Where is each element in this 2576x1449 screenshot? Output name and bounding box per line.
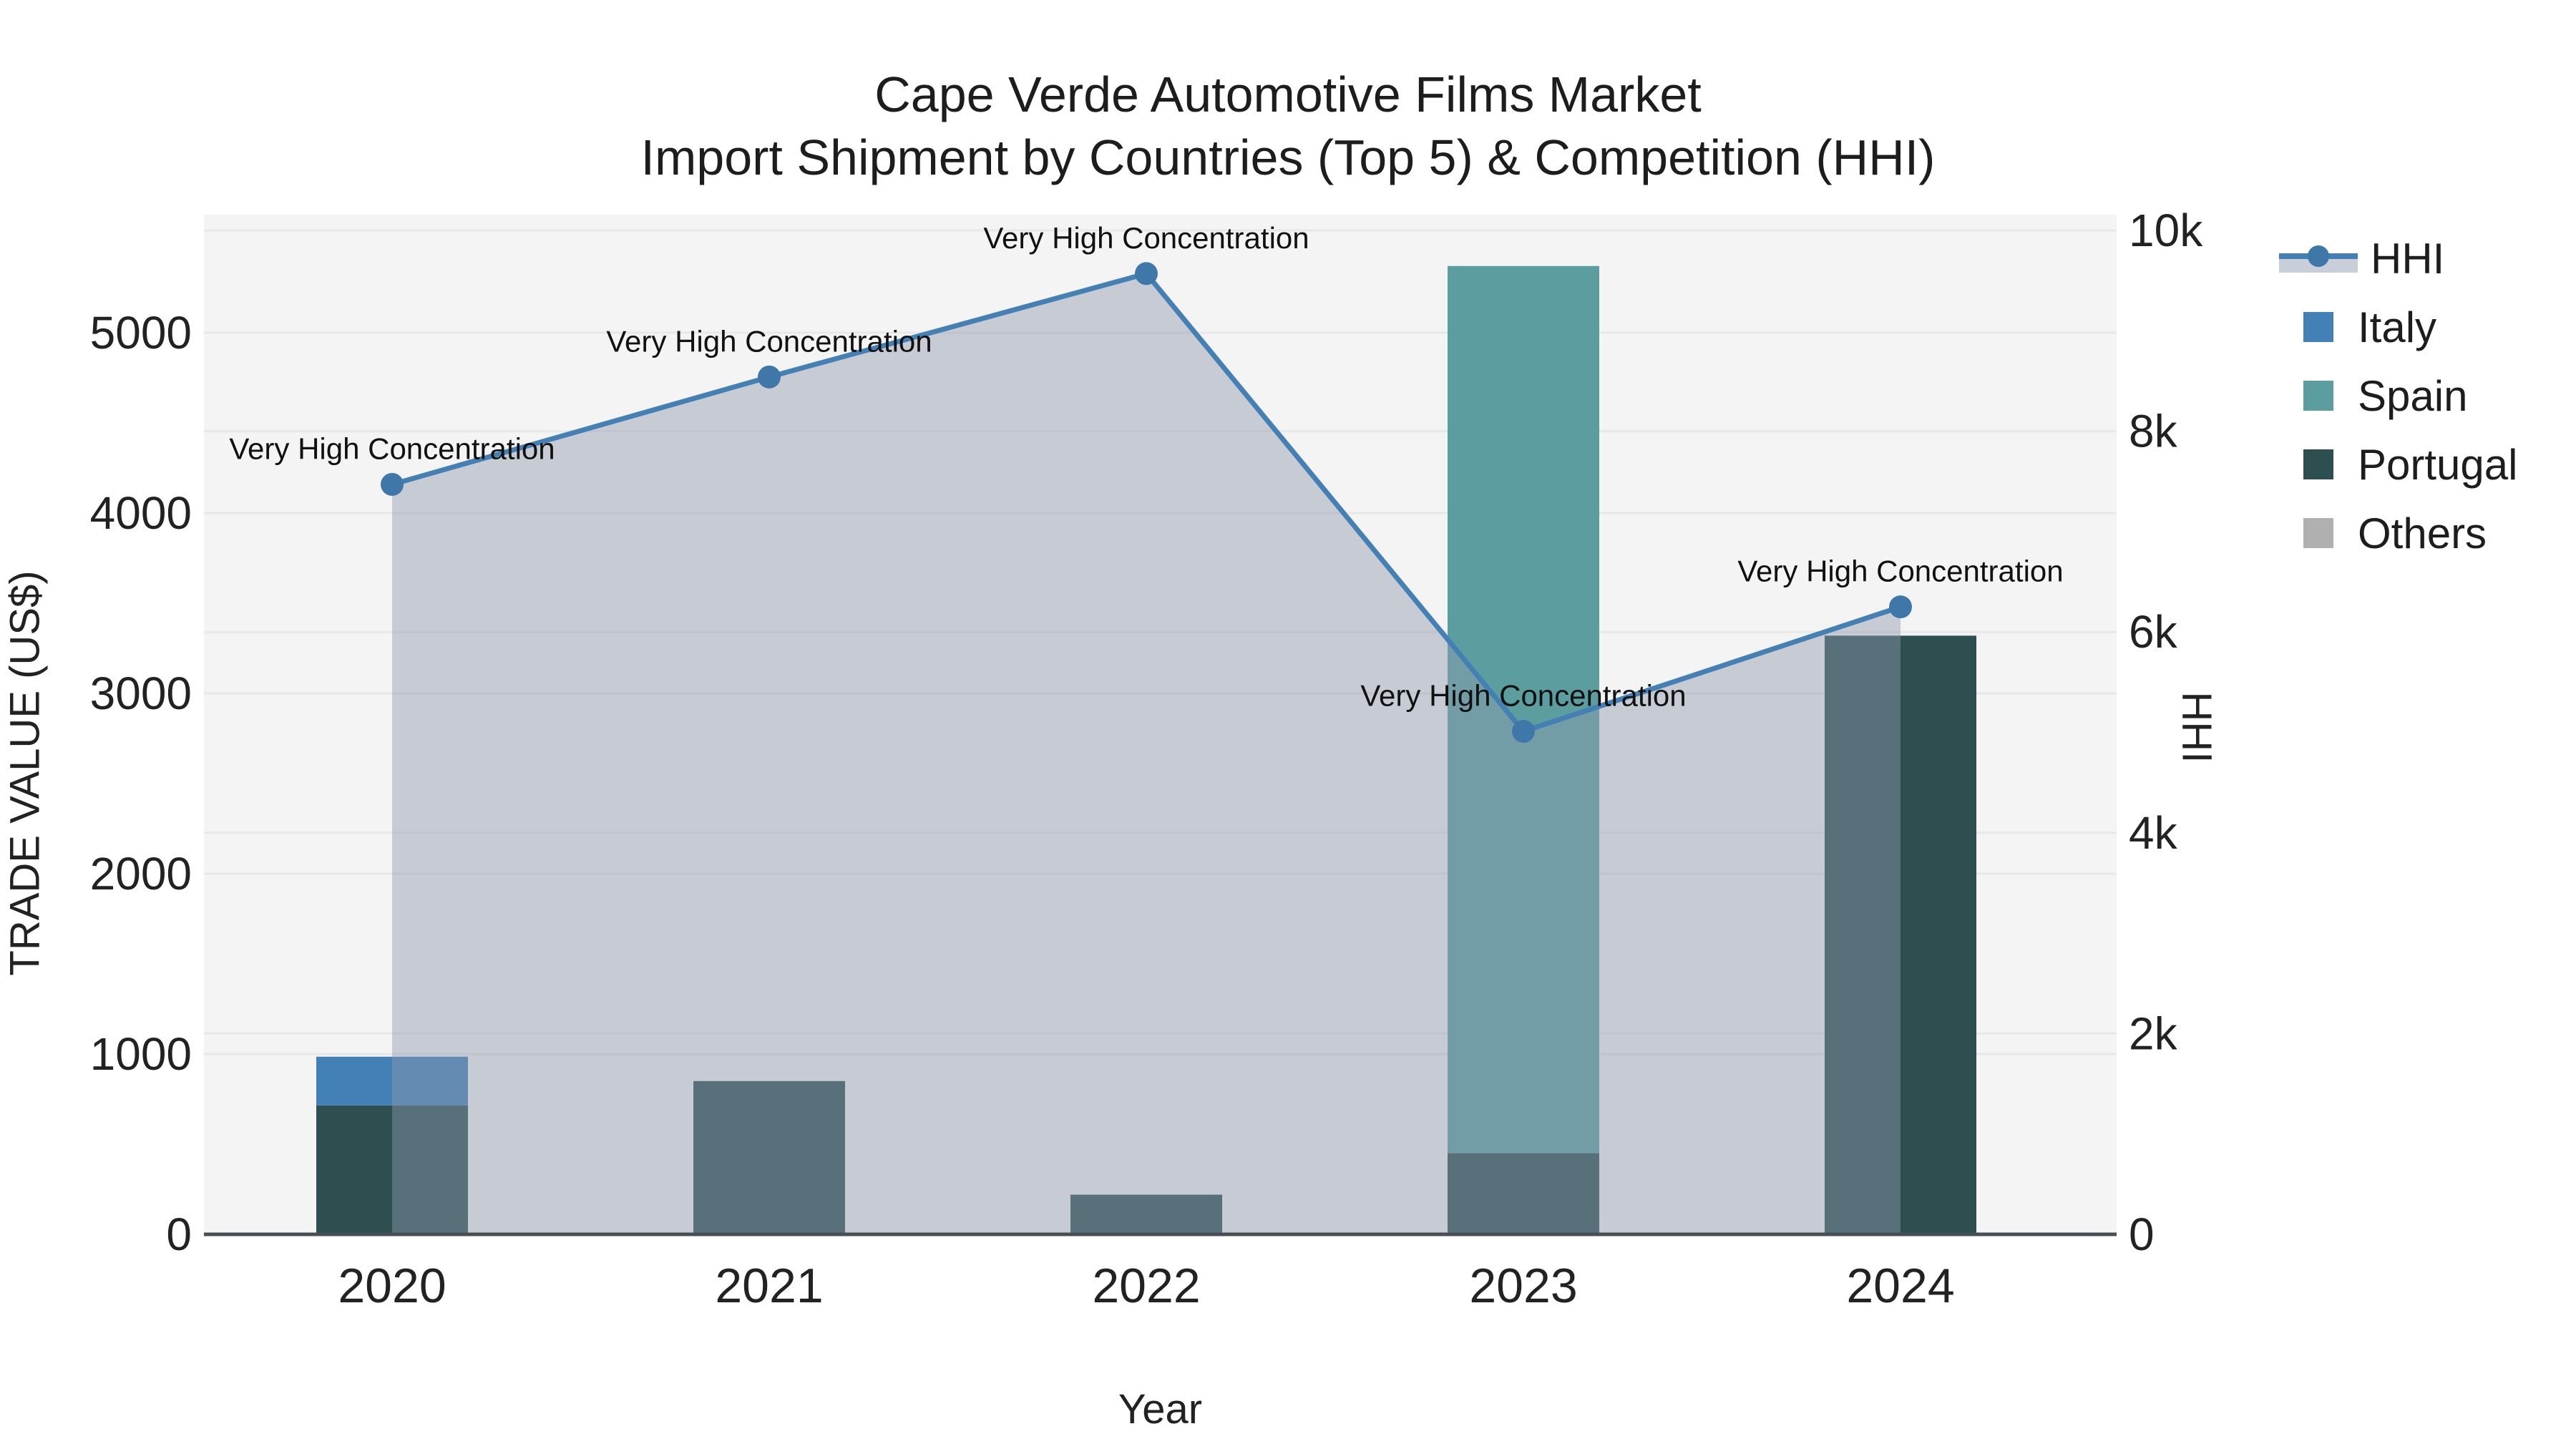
- legend-label: Portugal: [2358, 440, 2518, 489]
- y-right-tick-8k: 8k: [2129, 406, 2178, 457]
- legend-label: Italy: [2358, 303, 2437, 351]
- hhi-marker-2023: [1512, 720, 1535, 743]
- annotation-2020: Very High Concentration: [229, 431, 555, 465]
- annotation-2023: Very High Concentration: [1360, 679, 1686, 713]
- bar-segment-portugal-2020: [316, 1105, 468, 1234]
- annotation-2021: Very High Concentration: [606, 324, 932, 358]
- hhi-line-marker-icon: [2279, 243, 2358, 274]
- y-right-tick-6k: 6k: [2129, 606, 2178, 658]
- hhi-marker-2024: [1889, 595, 1912, 619]
- bar-segment-italy-2020: [316, 1056, 468, 1106]
- hhi-marker-2021: [758, 365, 781, 389]
- hhi-marker-2022: [1135, 262, 1158, 286]
- y-right-tick-2k: 2k: [2129, 1008, 2178, 1059]
- legend-item-italy[interactable]: Italy: [2279, 293, 2517, 361]
- legend-item-others[interactable]: Others: [2279, 499, 2517, 567]
- y-left-axis-title: TRADE VALUE (US$): [1, 570, 49, 976]
- legend: HHI Italy Spain Portugal Others: [2279, 224, 2517, 567]
- chart-title-line1: Cape Verde Automotive Films Market: [874, 67, 1702, 122]
- legend-label: Others: [2358, 509, 2487, 557]
- x-tick-2021: 2021: [715, 1259, 823, 1313]
- y-left-tick-5000: 5000: [90, 307, 192, 358]
- annotation-2022: Very High Concentration: [983, 221, 1309, 255]
- hhi-area-fill: [392, 273, 1901, 1235]
- chart-title: Cape Verde Automotive Films Market Impor…: [0, 63, 2576, 189]
- y-left-tick-1000: 1000: [90, 1028, 192, 1080]
- legend-item-portugal[interactable]: Portugal: [2279, 430, 2517, 499]
- bar-segment-portugal-2022: [1070, 1194, 1222, 1234]
- x-tick-2022: 2022: [1092, 1259, 1200, 1313]
- others-swatch-icon: [2303, 518, 2333, 548]
- chart-title-line2: Import Shipment by Countries (Top 5) & C…: [640, 130, 1936, 185]
- bar-segment-portugal-2024: [1825, 635, 1976, 1234]
- y-left-tick-2000: 2000: [90, 848, 192, 899]
- bar-segment-portugal-2023: [1448, 1153, 1599, 1234]
- y-left-tick-4000: 4000: [90, 487, 192, 539]
- portugal-swatch-icon: [2303, 449, 2333, 479]
- x-tick-2020: 2020: [338, 1259, 446, 1313]
- legend-item-spain[interactable]: Spain: [2279, 361, 2517, 430]
- legend-label: Spain: [2358, 371, 2468, 420]
- hhi-marker-2020: [381, 472, 404, 496]
- y-right-tick-4k: 4k: [2129, 807, 2178, 859]
- y-left-tick-0: 0: [166, 1209, 192, 1260]
- legend-item-hhi[interactable]: HHI: [2279, 224, 2517, 293]
- y-right-axis-title: HHI: [2173, 691, 2220, 763]
- x-tick-2023: 2023: [1469, 1259, 1577, 1313]
- legend-label: HHI: [2371, 234, 2445, 283]
- y-right-tick-0: 0: [2129, 1209, 2155, 1260]
- x-axis-title: Year: [1118, 1386, 1203, 1433]
- italy-swatch-icon: [2303, 312, 2333, 342]
- annotation-2024: Very High Concentration: [1737, 555, 2063, 588]
- plot-background: [204, 215, 2117, 1234]
- bar-segment-spain-2023: [1448, 265, 1599, 1153]
- y-right-tick-10k: 10k: [2129, 205, 2203, 256]
- bar-segment-portugal-2021: [693, 1080, 845, 1234]
- spain-swatch-icon: [2303, 381, 2333, 411]
- y-left-tick-3000: 3000: [90, 668, 192, 719]
- x-tick-2024: 2024: [1846, 1259, 1954, 1313]
